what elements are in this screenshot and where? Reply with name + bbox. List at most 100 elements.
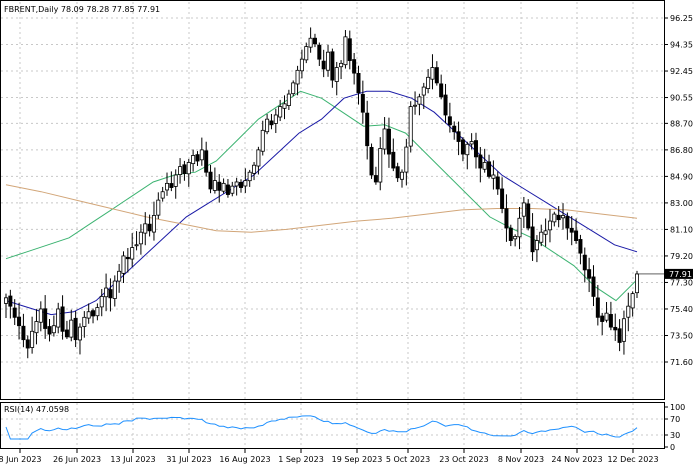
rsi-tick-label: 100: [670, 403, 685, 412]
candle: [595, 284, 600, 326]
candle: [278, 99, 283, 122]
candle-body: [495, 176, 500, 190]
candle: [617, 319, 622, 352]
candle-body: [413, 104, 418, 107]
candle: [95, 303, 100, 321]
candle-body: [600, 315, 605, 322]
candle: [308, 27, 313, 53]
candle-body: [465, 143, 470, 156]
candle: [60, 295, 65, 340]
rsi-label: RSI(14) 47.0598: [4, 405, 69, 414]
price-tick-label: 96.25: [670, 14, 693, 23]
candle: [582, 247, 587, 283]
candle: [8, 289, 13, 319]
candle: [217, 174, 222, 203]
candle: [17, 302, 22, 340]
candle-body: [434, 67, 439, 84]
candle-body: [356, 73, 361, 94]
candle-body: [252, 164, 257, 174]
candle-body: [430, 67, 435, 80]
rsi-tick-label: 30: [670, 431, 680, 440]
candle: [69, 309, 74, 342]
candle-body: [117, 270, 122, 282]
candle: [561, 203, 566, 230]
candle-body: [191, 155, 196, 165]
candle: [347, 30, 352, 70]
candle: [243, 168, 248, 193]
candle-body: [8, 295, 13, 307]
candle: [221, 178, 226, 194]
candle-body: [147, 223, 152, 232]
candle: [34, 309, 39, 345]
candle-body: [591, 276, 596, 297]
candle: [608, 301, 613, 331]
candle-body: [295, 69, 300, 85]
candle: [212, 167, 217, 194]
candle-body: [587, 269, 592, 279]
candle: [269, 113, 274, 130]
candle: [574, 218, 579, 244]
rsi-line: [5, 415, 638, 440]
candle-body: [386, 128, 391, 155]
candle-body: [626, 305, 631, 318]
candle-body: [225, 184, 230, 195]
candle: [273, 108, 278, 134]
candle-body: [51, 325, 56, 334]
candle: [460, 137, 465, 162]
candle-body: [69, 319, 74, 338]
candle: [191, 149, 196, 172]
candle: [382, 117, 387, 155]
candle: [417, 93, 422, 116]
candle-body: [500, 188, 505, 209]
candle-body: [234, 181, 239, 187]
candle: [77, 323, 82, 355]
candle-body: [521, 202, 526, 217]
candle-body: [77, 326, 82, 341]
candle-body: [108, 289, 113, 299]
candle: [587, 257, 592, 293]
candle-body: [378, 148, 383, 183]
candle: [86, 303, 91, 324]
candle-body: [273, 114, 278, 124]
candle-body: [82, 316, 87, 327]
price-tick-label: 92.45: [670, 67, 693, 76]
candle: [138, 224, 143, 255]
candle-body: [217, 181, 222, 191]
candle: [604, 301, 609, 323]
candle: [404, 138, 409, 186]
candle-body: [547, 220, 552, 231]
candle-body: [565, 216, 570, 229]
candle-body: [369, 146, 374, 176]
candle: [378, 137, 383, 191]
candle-body: [400, 171, 405, 180]
candle-body: [482, 162, 487, 170]
candle-body: [460, 139, 465, 155]
candle-body: [452, 125, 457, 133]
candle: [395, 162, 400, 182]
candle-body: [487, 161, 492, 177]
candle-body: [360, 93, 365, 113]
rsi-tick-label: 70: [670, 415, 680, 424]
candle: [482, 148, 487, 173]
candle: [408, 101, 413, 153]
candle: [56, 302, 61, 334]
candle-body: [151, 215, 156, 233]
candle-body: [304, 46, 309, 61]
price-tick-label: 94.35: [670, 41, 693, 50]
candle: [321, 49, 326, 78]
candle: [125, 248, 130, 273]
candle: [134, 231, 139, 251]
candle-body: [60, 306, 65, 332]
candle-body: [473, 140, 478, 158]
candle-body: [604, 312, 609, 321]
time-tick-label: 26 Jun 2023: [53, 455, 101, 464]
candle: [295, 65, 300, 96]
candle-body: [491, 174, 496, 179]
time-tick-label: 31 Jul 2023: [166, 455, 211, 464]
candle: [326, 44, 331, 77]
candle: [547, 209, 552, 243]
candle-body: [426, 76, 431, 89]
rsi-panel-frame: [0, 402, 665, 449]
candle-body: [347, 38, 352, 61]
